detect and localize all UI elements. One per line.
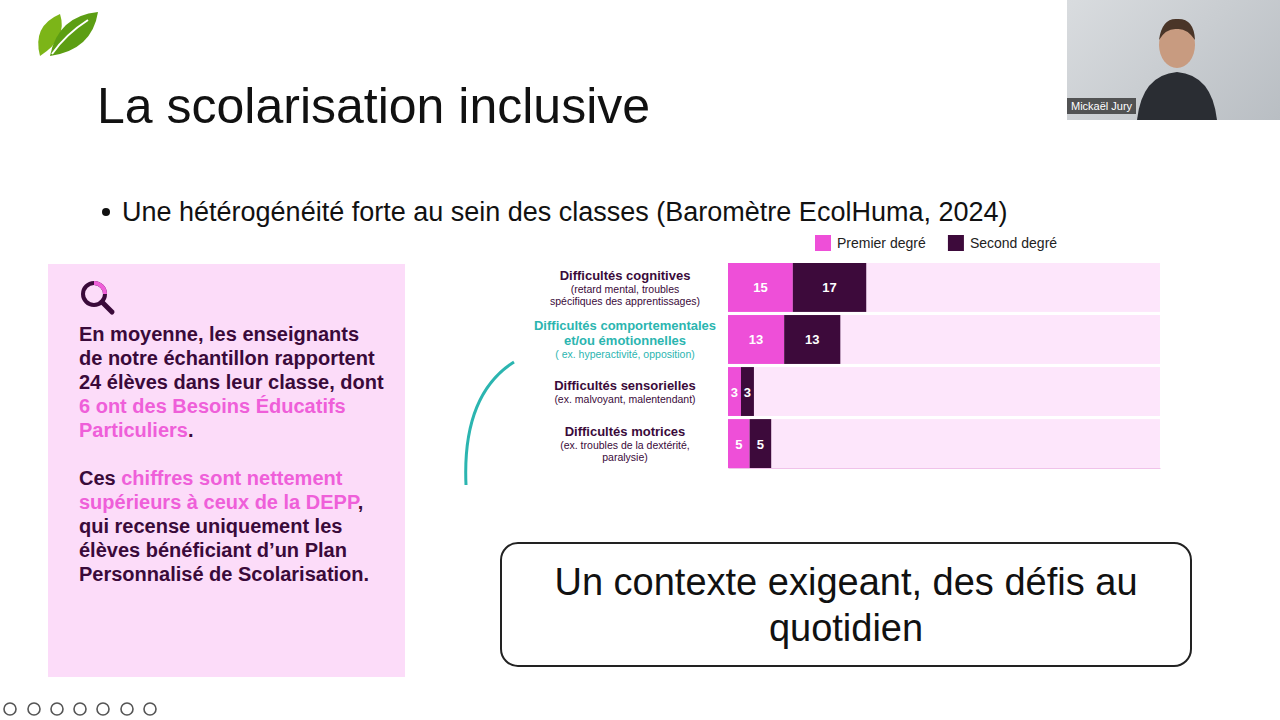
bar-segment xyxy=(750,419,772,468)
category-label: Difficultés cognitives xyxy=(560,268,691,283)
callout-segment: . xyxy=(188,419,194,441)
bar-segment xyxy=(793,263,866,312)
toolbar-icon xyxy=(144,703,156,715)
toolbar-icon xyxy=(121,703,133,715)
category-note: (ex. malvoyant, malentendant) xyxy=(554,393,695,405)
callout-paragraph: Ces chiffres sont nettement supérieurs à… xyxy=(79,466,384,586)
category-note-line: (ex. malvoyant, malentendant) xyxy=(554,393,695,405)
data-labels: 15 13 3 5 17 13 3 5 xyxy=(731,280,837,451)
legend: Premier degré Second degré xyxy=(815,235,1057,251)
legend-swatch xyxy=(815,235,831,251)
bar-track xyxy=(728,367,1160,416)
banner: Un contexte exigeant, des défis au quoti… xyxy=(500,542,1192,667)
bar-track xyxy=(728,315,1160,364)
category-label-line: Difficultés motrices xyxy=(565,424,686,439)
legend-swatch xyxy=(948,235,964,251)
category-note-line: spécifiques des apprentissages) xyxy=(550,295,700,307)
category-label: Difficultés motrices xyxy=(565,424,686,439)
data-label: 17 xyxy=(822,280,836,295)
legend-label: Premier degré xyxy=(837,235,926,251)
webcam: Mickaël Jury xyxy=(1067,0,1280,120)
data-label: 3 xyxy=(731,385,738,400)
category-note: (ex. troubles de la dextérité,paralysie) xyxy=(560,439,690,463)
data-label: 13 xyxy=(805,332,819,347)
callout-segment: Ces xyxy=(79,467,121,489)
data-label: 5 xyxy=(735,437,742,452)
bar-segment xyxy=(728,367,741,416)
category-note-line: (retard mental, troubles xyxy=(571,283,680,295)
data-label: 3 xyxy=(744,385,751,400)
x-axis-line xyxy=(729,468,1161,469)
tracks xyxy=(728,263,1160,468)
bar-segment xyxy=(728,419,750,468)
logo xyxy=(38,12,98,56)
category-note-line: ( ex. hyperactivité, opposition) xyxy=(555,348,694,360)
bar-segment xyxy=(741,367,754,416)
toolbar xyxy=(4,703,156,715)
bar-segment xyxy=(728,315,784,364)
speaker-name: Mickaël Jury xyxy=(1067,98,1136,114)
callout-paragraph: En moyenne, les enseignants de notre éch… xyxy=(79,322,384,442)
toolbar-icon xyxy=(74,703,86,715)
callout-segment: En moyenne, les enseignants de notre éch… xyxy=(79,323,384,393)
category-label: Difficultés sensorielles xyxy=(554,378,696,393)
toolbar-icon xyxy=(28,703,40,715)
category-labels: Difficultés cognitives(retard mental, tr… xyxy=(534,268,716,463)
data-label: 13 xyxy=(749,332,763,347)
callout-box: En moyenne, les enseignants de notre éch… xyxy=(48,264,405,677)
category-label-line: et/ou émotionnelles xyxy=(564,333,686,348)
bullet-dot xyxy=(102,208,110,216)
bullet-text: Une hétérogénéité forte au sein des clas… xyxy=(122,197,1007,227)
toolbar-icon xyxy=(97,703,109,715)
decor-arc xyxy=(466,362,514,485)
x-axis xyxy=(729,468,1161,469)
category-label-line: Difficultés cognitives xyxy=(560,268,691,283)
category-label-line: Difficultés comportementales xyxy=(534,318,716,333)
legend-label: Second degré xyxy=(970,235,1057,251)
highlight-text: 6 ont des Besoins Éducatifs Particuliers xyxy=(79,395,346,441)
toolbar-icon xyxy=(51,703,63,715)
bar-segment xyxy=(784,315,840,364)
bars xyxy=(728,263,866,468)
category-note-line: (ex. troubles de la dextérité, xyxy=(560,439,690,451)
toolbar-icon xyxy=(4,703,16,715)
bar-segment xyxy=(728,263,793,312)
bar-track xyxy=(728,419,1160,468)
magnifier-handle xyxy=(102,302,112,312)
category-note: ( ex. hyperactivité, opposition) xyxy=(555,348,694,360)
data-label: 15 xyxy=(753,280,767,295)
slide-title: La scolarisation inclusive xyxy=(97,78,650,134)
category-note: (retard mental, troublesspécifiques des … xyxy=(550,283,700,307)
category-label-line: Difficultés sensorielles xyxy=(554,378,696,393)
category-note-line: paralysie) xyxy=(602,451,648,463)
callout-text: En moyenne, les enseignants de notre éch… xyxy=(79,322,384,610)
logo-vein xyxy=(52,20,88,54)
highlight-text: chiffres sont nettement supérieurs à ceu… xyxy=(79,467,358,513)
logo-leaf xyxy=(50,12,98,56)
category-label: Difficultés comportementaleset/ou émotio… xyxy=(534,318,716,348)
magnifier-accent xyxy=(94,283,105,294)
magnifier-icon xyxy=(78,278,118,318)
bar-track xyxy=(728,263,1160,312)
person-hair xyxy=(1159,19,1195,40)
person-body xyxy=(1137,72,1217,120)
data-label: 5 xyxy=(757,437,764,452)
